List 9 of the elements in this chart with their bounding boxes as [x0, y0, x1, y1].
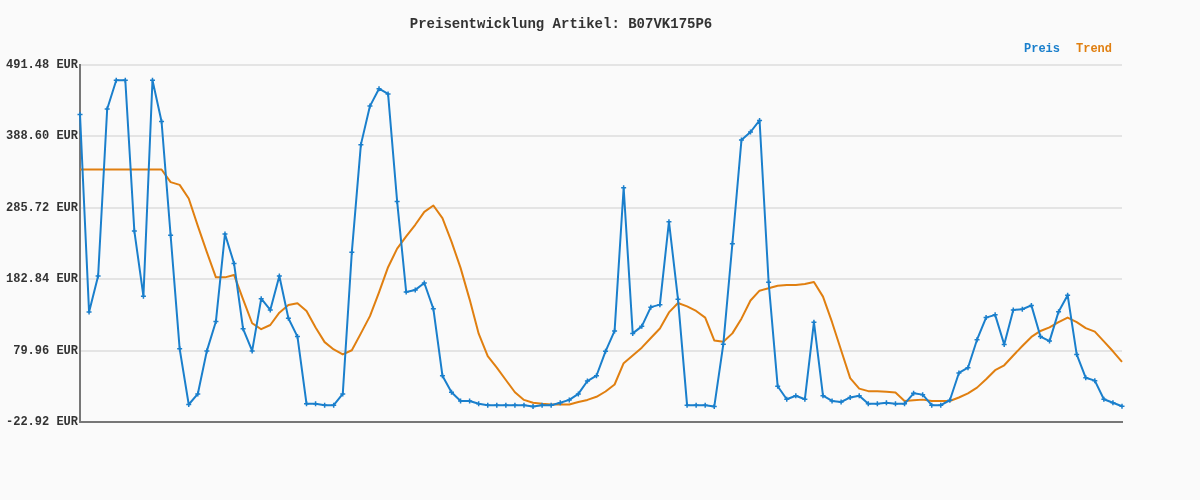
text: Trend	[1075, 41, 1113, 56]
y-tick-label: 182.84 EUR	[5, 272, 79, 287]
y-tick-label: 388.60 EUR	[5, 129, 79, 144]
y-tick-label: 491.48 EUR	[5, 57, 79, 72]
chart-title: Preisentwicklung Artikel: B07VK175P6	[409, 15, 713, 32]
text: Preis	[1023, 41, 1060, 56]
y-tick-label: 285.72 EUR	[5, 200, 79, 215]
y-tick-label: 79.96 EUR	[13, 343, 79, 358]
y-tick-label: -22.92 EUR	[5, 415, 79, 430]
